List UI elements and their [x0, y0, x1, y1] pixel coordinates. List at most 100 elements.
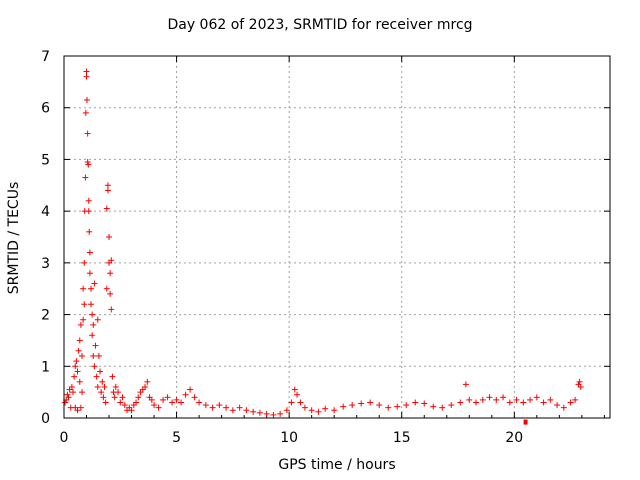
- x-tick-label: 20: [505, 430, 523, 446]
- data-point: [82, 174, 89, 181]
- data-point: [77, 404, 84, 411]
- data-point: [202, 402, 209, 409]
- data-point: [315, 408, 322, 415]
- data-point: [283, 407, 290, 414]
- data-point: [112, 383, 119, 390]
- y-tick-label: 5: [41, 152, 50, 168]
- data-point: [91, 363, 98, 370]
- data-point: [160, 396, 167, 403]
- data-point: [84, 130, 91, 137]
- data-point: [100, 394, 107, 401]
- data-point: [86, 228, 93, 235]
- data-point: [243, 407, 250, 414]
- data-point: [95, 352, 102, 359]
- outlier-point: [523, 419, 528, 425]
- data-point: [250, 408, 257, 415]
- data-point: [236, 404, 243, 411]
- data-point: [128, 407, 135, 414]
- data-point: [473, 399, 480, 406]
- x-tick-label: 0: [60, 430, 69, 446]
- data-point: [554, 402, 561, 409]
- data-point: [102, 399, 109, 406]
- data-point: [506, 399, 513, 406]
- data-point: [115, 389, 122, 396]
- data-point: [277, 410, 284, 417]
- data-point: [71, 373, 78, 380]
- data-point: [107, 270, 114, 277]
- data-point: [86, 270, 93, 277]
- data-point: [73, 358, 80, 365]
- data-point: [103, 205, 110, 212]
- data-point: [89, 311, 96, 318]
- data-point: [394, 403, 401, 410]
- data-point: [376, 402, 383, 409]
- data-point: [520, 399, 527, 406]
- data-point: [90, 321, 97, 328]
- data-point: [117, 399, 124, 406]
- x-axis-label: GPS time / hours: [278, 457, 396, 473]
- data-point: [76, 337, 83, 344]
- data-point: [187, 386, 194, 393]
- data-point: [89, 332, 96, 339]
- y-tick-label: 0: [41, 411, 50, 427]
- data-point: [308, 407, 315, 414]
- data-point: [104, 182, 111, 189]
- data-point: [358, 400, 365, 407]
- data-point: [439, 404, 446, 411]
- data-point: [79, 389, 86, 396]
- grid-lines: [64, 56, 610, 418]
- chart-title: Day 062 of 2023, SRMTID for receiver mrc…: [167, 17, 473, 33]
- data-point: [70, 389, 77, 396]
- data-point: [65, 394, 72, 401]
- x-tick-label: 15: [393, 430, 411, 446]
- data-point: [86, 249, 93, 256]
- data-point: [106, 234, 113, 240]
- data-point: [466, 396, 473, 403]
- data-point: [94, 383, 101, 390]
- data-point: [142, 383, 149, 390]
- data-point: [288, 399, 295, 406]
- data-point: [164, 394, 171, 401]
- data-point: [103, 285, 110, 292]
- data-point: [83, 68, 90, 75]
- data-point: [76, 378, 83, 385]
- data-point: [263, 410, 270, 417]
- data-point: [85, 197, 92, 204]
- data-point: [74, 407, 81, 414]
- data-point: [572, 396, 579, 403]
- data-point: [83, 96, 90, 103]
- data-point: [93, 373, 100, 380]
- data-point: [340, 403, 347, 410]
- data-point: [349, 402, 356, 409]
- data-point: [448, 402, 455, 409]
- data-point: [84, 159, 91, 166]
- data-point: [540, 399, 547, 406]
- data-point: [291, 386, 298, 393]
- data-point: [462, 381, 469, 388]
- data-point: [367, 399, 374, 406]
- data-point: [421, 400, 428, 407]
- data-point: [155, 404, 162, 411]
- data-point: [403, 402, 410, 409]
- data-point: [576, 378, 583, 385]
- data-point: [270, 411, 277, 418]
- data-point: [196, 399, 203, 406]
- data-point: [457, 399, 464, 406]
- data-point: [97, 368, 104, 375]
- data-point: [109, 373, 116, 380]
- data-point: [90, 352, 97, 359]
- data-point: [178, 399, 185, 406]
- data-point: [430, 403, 437, 410]
- y-tick-label: 6: [41, 101, 50, 117]
- data-point: [85, 161, 92, 168]
- data-point: [500, 394, 507, 401]
- data-point: [108, 306, 115, 313]
- y-tick-label: 1: [41, 359, 50, 375]
- data-point: [256, 409, 263, 416]
- y-tick-label: 2: [41, 308, 50, 324]
- data-points: [62, 68, 584, 425]
- data-point: [385, 404, 392, 411]
- data-point: [191, 394, 198, 401]
- data-point: [88, 301, 95, 308]
